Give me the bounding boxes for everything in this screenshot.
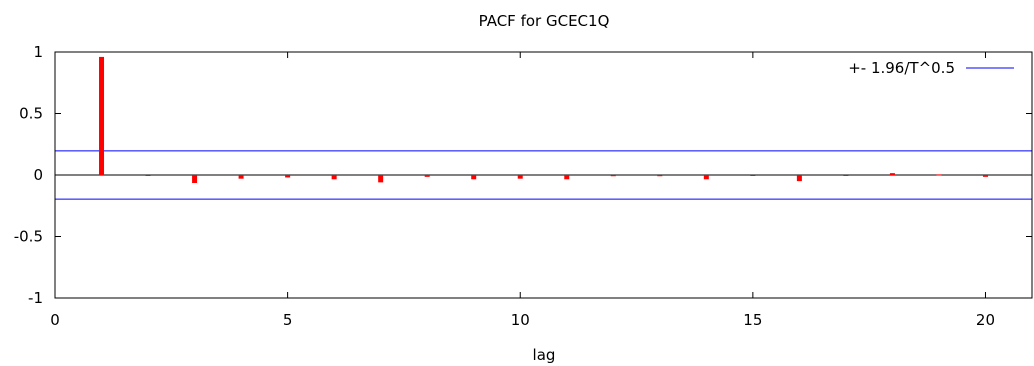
x-tick-label: 5 (283, 311, 293, 329)
y-tick-label: 1 (33, 43, 43, 61)
pacf-bar-lag-4 (238, 175, 244, 179)
legend: +- 1.96/T^0.5 (848, 59, 1014, 77)
pacf-bar-lag-14 (703, 175, 709, 180)
pacf-bar-lag-8 (424, 175, 430, 177)
pacf-bar-lag-15 (750, 175, 756, 176)
pacf-bar-lag-19 (936, 174, 942, 176)
pacf-bar-lag-5 (285, 175, 291, 178)
pacf-bar-lag-6 (331, 175, 337, 180)
y-tick-label: -0.5 (14, 228, 43, 246)
plot-frame (54, 51, 1033, 299)
axis-ticks: 0 5 10 15 20 1 0.5 0 -0.5 -1 (14, 43, 1032, 329)
pacf-bar-lag-10 (517, 175, 523, 179)
x-tick-label: 0 (50, 311, 60, 329)
pacf-bar-lag-13 (657, 175, 663, 177)
x-axis-label: lag (533, 346, 556, 364)
pacf-bar-lag-1 (99, 56, 105, 175)
plot-area (55, 56, 1032, 200)
pacf-bar-lag-3 (192, 175, 198, 183)
pacf-bar-lag-2 (145, 175, 151, 176)
pacf-bar-lag-20 (982, 175, 988, 177)
pacf-bar-lag-18 (889, 173, 895, 175)
pacf-bar-lag-11 (564, 175, 570, 180)
pacf-bar-lag-17 (843, 175, 849, 176)
x-tick-label: 10 (511, 311, 530, 329)
x-tick-label: 15 (743, 311, 762, 329)
y-tick-label: -1 (28, 289, 43, 307)
pacf-bar-lag-12 (610, 175, 616, 177)
chart-title: PACF for GCEC1Q (479, 12, 610, 30)
legend-label: +- 1.96/T^0.5 (848, 59, 955, 77)
y-tick-label: 0.5 (19, 105, 43, 123)
pacf-bar-lag-9 (471, 175, 477, 180)
pacf-bar-lag-16 (796, 175, 802, 182)
pacf-bar-lag-7 (378, 175, 384, 183)
x-tick-label: 20 (976, 311, 995, 329)
y-tick-label: 0 (33, 166, 43, 184)
